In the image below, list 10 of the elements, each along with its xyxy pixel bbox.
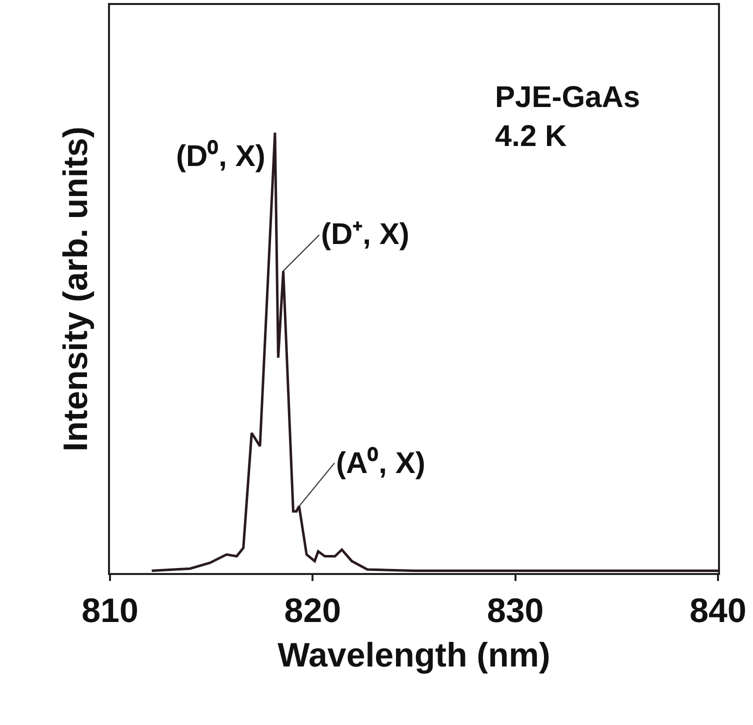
annotation: (A⁰, X)	[336, 446, 426, 480]
x-axis-title: Wavelength (nm)	[278, 636, 550, 675]
annotation: (D⁰, X)	[176, 139, 266, 173]
x-tick-label: 840	[690, 592, 746, 630]
x-tick-label: 830	[486, 592, 544, 630]
x-tick-label: 810	[82, 592, 138, 630]
y-axis-title: Intensity (arb. units)	[57, 126, 96, 452]
annotation: (D⁺, X)	[321, 218, 410, 251]
x-tick-label: 820	[284, 592, 342, 630]
annotation: PJE-GaAs 4.2 K	[495, 81, 640, 153]
